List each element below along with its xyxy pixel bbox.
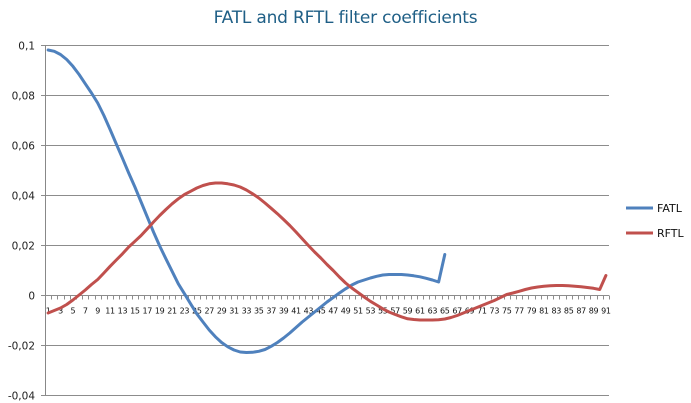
y-tick-label: -0,02: [8, 341, 35, 353]
x-axis: 1 3 5 7 9 11 13 15 17 19 21 23 25 27 29 31 33 35 37 39 41 43 4…: [41, 295, 611, 316]
x-tick-label: 41: [291, 307, 301, 316]
x-tick-label: 27: [204, 307, 214, 316]
legend-item-rftl: RFTL: [626, 227, 684, 240]
x-tick-label: 83: [552, 307, 562, 316]
series-line-fatl: [46, 48, 447, 354]
x-tick-label: 49: [341, 307, 351, 316]
y-tick-label: 0,02: [12, 241, 35, 253]
x-tick-label: 73: [490, 307, 500, 316]
chart-title: FATL and RFTL filter coefficients: [213, 8, 478, 28]
x-tick-label: 1: [46, 307, 51, 316]
x-tick-label: 9: [95, 307, 100, 316]
y-tick-label: 0,08: [12, 91, 35, 103]
gridlines: [41, 45, 609, 396]
x-tick-label: 31: [229, 307, 239, 316]
x-tick-label: 55: [378, 307, 388, 316]
x-tick-label: 21: [167, 307, 177, 316]
x-tick-label: 47: [328, 307, 338, 316]
legend-item-fatl: FATL: [626, 202, 683, 215]
legend-label: FATL: [657, 202, 683, 215]
x-tick-label: 35: [254, 307, 264, 316]
y-tick-label: 0: [28, 291, 35, 303]
x-tick-label: 33: [242, 307, 252, 316]
x-tick-label: 81: [539, 307, 549, 316]
y-axis-labels: 0,1 0,08 0,06 0,04 0,02 0 -0,02 -0,04: [8, 41, 35, 403]
x-tick-label: 37: [266, 307, 276, 316]
x-tick-label: 79: [527, 307, 537, 316]
x-tick-label: 23: [180, 307, 190, 316]
series-lines: [46, 48, 608, 354]
x-tick-label: 57: [390, 307, 400, 316]
x-tick-label: 43: [304, 307, 314, 316]
legend: FATL RFTL: [626, 202, 684, 240]
x-tick-label: 77: [514, 307, 524, 316]
x-tick-label: 25: [192, 307, 202, 316]
legend-label: RFTL: [657, 227, 684, 240]
y-tick-label: -0,04: [8, 391, 35, 403]
x-tick-label: 65: [440, 307, 450, 316]
x-tick-label: 13: [118, 307, 128, 316]
x-tick-label: 67: [452, 307, 462, 316]
x-tick-label: 3: [58, 307, 63, 316]
y-tick-label: 0,04: [12, 191, 36, 203]
x-tick-label: 59: [403, 307, 413, 316]
series-line-rftl: [46, 181, 608, 322]
x-tick-label: 71: [477, 307, 487, 316]
x-tick-label: 51: [353, 307, 363, 316]
x-tick-label: 7: [83, 307, 88, 316]
x-tick-label: 61: [415, 307, 425, 316]
x-tick-label: 11: [105, 307, 115, 316]
x-tick-label: 87: [576, 307, 586, 316]
y-tick-label: 0,06: [12, 141, 36, 153]
x-tick-label: 15: [130, 307, 140, 316]
x-tick-label: 39: [279, 307, 289, 316]
x-tick-label: 45: [316, 307, 326, 316]
x-tick-label: 5: [70, 307, 75, 316]
x-tick-label: 63: [428, 307, 438, 316]
x-tick-label: 53: [366, 307, 376, 316]
x-tick-label: 75: [502, 307, 512, 316]
x-tick-label: 89: [589, 307, 599, 316]
x-tick-label: 17: [142, 307, 152, 316]
x-tick-label: 91: [601, 307, 611, 316]
x-tick-label: 85: [564, 307, 574, 316]
y-tick-label: 0,1: [18, 41, 35, 53]
x-tick-label: 19: [155, 307, 165, 316]
x-tick-label: 29: [217, 307, 227, 316]
